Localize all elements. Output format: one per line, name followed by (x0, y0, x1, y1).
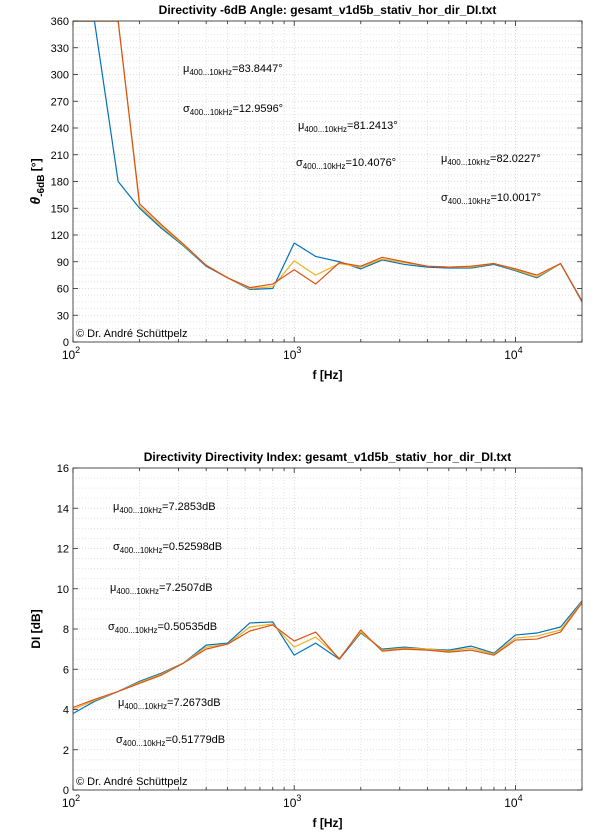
y-tick-label: 10 (57, 584, 69, 596)
y-tick-label: 2 (63, 745, 69, 757)
chart-title: Directivity -6dB Angle: gesamt_v1d5b_sta… (159, 3, 497, 17)
series-line-1 (73, 21, 582, 303)
x-tick-label: 103 (283, 345, 301, 362)
y-tick-label: 14 (57, 503, 69, 515)
copyright-text: © Dr. André Schüttpelz (76, 776, 187, 788)
y-tick-label: 180 (51, 177, 69, 189)
y-tick-label: 330 (51, 43, 69, 55)
stat-annotation: σ400...10kHz=12.9596° (183, 103, 283, 117)
y-tick-label: 270 (51, 96, 69, 108)
chart-panel-2: 0 2 4 6 8 10 12 14 16 102 103 104 Directivity Direct… (29, 450, 583, 830)
x-tick-label: 104 (504, 345, 522, 362)
stat-annotation: μ400...10kHz=7.2507dB (110, 582, 213, 596)
stat-annotation: μ400...10kHz=7.2673dB (118, 697, 221, 711)
stat-annotation: μ400...10kHz=81.2413° (298, 120, 398, 134)
chart-title: Directivity Directivity Index: gesamt_v1… (144, 450, 511, 464)
y-tick-label: 360 (51, 16, 69, 28)
series-line-3 (73, 601, 582, 711)
y-tick-label: 4 (63, 705, 69, 717)
y-tick-label: 240 (51, 123, 69, 135)
stat-annotation: σ400...10kHz=10.0017° (441, 192, 541, 206)
series-line-2 (73, 21, 582, 302)
y-tick-label: 300 (51, 70, 69, 82)
y-tick-label: 6 (63, 664, 69, 676)
stat-annotation: σ400...10kHz=10.4076° (296, 157, 396, 171)
stat-annotation: σ400...10kHz=0.50535dB (108, 621, 217, 635)
y-tick-label: 16 (57, 463, 69, 475)
chart-panel-1: 0 30 60 90 120 150 180 210 240 270 300 330 360 102 103… (27, 3, 583, 382)
x-tick-label: 103 (283, 793, 301, 810)
series-line-2 (73, 602, 582, 709)
stat-annotation: μ400...10kHz=82.0227° (441, 153, 541, 167)
y-tick-label: 150 (51, 203, 69, 215)
y-tick-label: 120 (51, 230, 69, 242)
x-tick-label: 102 (62, 345, 80, 362)
x-tick-label: 104 (504, 793, 522, 810)
x-tick-label: 102 (62, 793, 80, 810)
series-line-1 (73, 600, 582, 715)
stat-annotation: σ400...10kHz=0.52598dB (113, 541, 222, 555)
y-tick-label: 0 (63, 785, 69, 797)
y-axis-label: θ-6dB [°] (27, 158, 47, 204)
y-tick-label: 90 (57, 257, 69, 269)
y-tick-label: 30 (57, 310, 69, 322)
y-tick-label: 8 (63, 624, 69, 636)
x-axis-label: f [Hz] (313, 816, 343, 830)
y-axis-label: DI [dB] (29, 609, 43, 648)
copyright-text: © Dr. André Schüttpelz (76, 328, 187, 340)
series-group (73, 21, 582, 303)
stat-annotation: σ400...10kHz=0.51779dB (116, 734, 225, 748)
stat-annotation: μ400...10kHz=7.2853dB (113, 501, 216, 515)
y-tick-label: 60 (57, 284, 69, 296)
stat-annotation: μ400...10kHz=83.8447° (183, 63, 283, 77)
x-axis-label: f [Hz] (313, 368, 343, 382)
y-tick-label: 0 (63, 337, 69, 349)
y-tick-label: 210 (51, 150, 69, 162)
y-tick-label: 12 (57, 544, 69, 556)
series-group (73, 600, 582, 715)
grid (72, 467, 583, 791)
